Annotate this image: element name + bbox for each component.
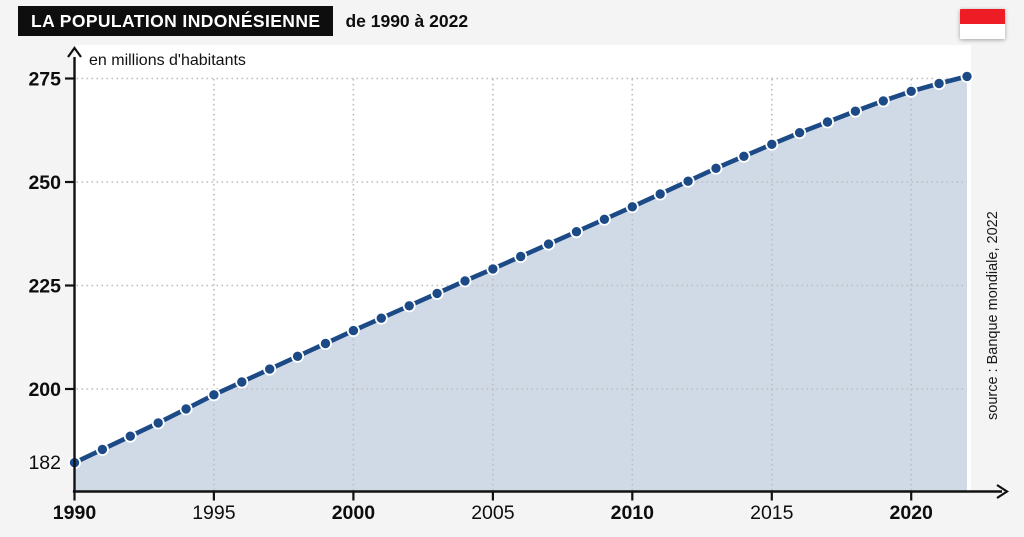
data-point (597, 212, 611, 226)
data-point (318, 336, 332, 350)
data-point (151, 416, 165, 430)
data-point (570, 225, 584, 239)
data-point (123, 429, 137, 443)
y-tick-label: 275 (28, 68, 61, 90)
data-point (904, 84, 918, 98)
data-point (848, 104, 862, 118)
data-point (681, 174, 695, 188)
x-tick-label: 2015 (750, 502, 794, 524)
data-point (876, 94, 890, 108)
data-point (737, 149, 751, 163)
x-tick-label: 2010 (611, 502, 655, 524)
data-point (430, 286, 444, 300)
source-note: source : Banque mondiale, 2022 (985, 211, 1001, 420)
y-tick-label: 225 (28, 275, 61, 297)
x-tick-label: 1995 (192, 502, 236, 524)
data-point (235, 375, 249, 389)
data-point (653, 187, 667, 201)
data-point (458, 274, 472, 288)
x-tick-label: 2000 (332, 502, 376, 524)
page-title: LA POPULATION INDONÉSIENNE (18, 6, 334, 36)
data-point (263, 362, 277, 376)
data-point (960, 69, 974, 83)
data-point (402, 299, 416, 313)
data-point (765, 137, 779, 151)
data-point (291, 349, 305, 363)
data-point (932, 77, 946, 91)
x-tick-label: 1990 (53, 502, 97, 524)
x-axis-arrow-icon (996, 484, 1010, 499)
y-axis-arrow-icon (67, 46, 82, 58)
header: LA POPULATION INDONÉSIENNE de 1990 à 202… (18, 6, 468, 36)
area-fill (74, 76, 967, 492)
indonesia-flag-icon (960, 9, 1005, 39)
x-tick-label: 2005 (471, 502, 515, 524)
flag-white-band (960, 24, 1005, 39)
data-point (542, 237, 556, 251)
flag-red-band (960, 9, 1005, 24)
data-point (486, 262, 500, 276)
data-point (374, 311, 388, 325)
data-point (207, 388, 221, 402)
data-point (793, 126, 807, 140)
start-value-label: 182 (28, 452, 61, 474)
data-point (821, 115, 835, 129)
y-axis-unit-label: en millions d'habitants (89, 52, 246, 69)
y-tick-label: 200 (28, 379, 61, 401)
y-tick-label: 250 (28, 172, 61, 194)
x-tick-label: 2020 (890, 502, 934, 524)
data-point (514, 249, 528, 263)
data-point (625, 200, 639, 214)
data-point (95, 442, 109, 456)
data-point (346, 324, 360, 338)
data-point (179, 402, 193, 416)
page-title-range: de 1990 à 2022 (345, 10, 469, 31)
data-point (709, 161, 723, 175)
